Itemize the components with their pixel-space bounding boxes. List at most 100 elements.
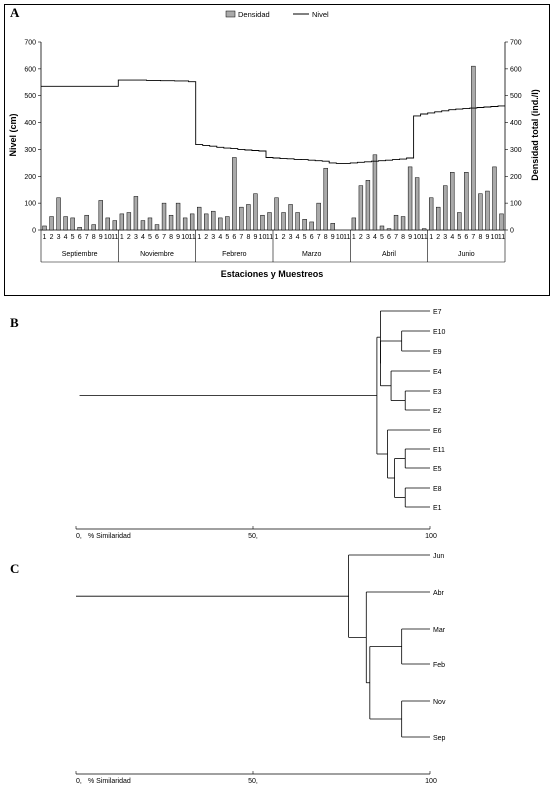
density-bar (119, 213, 125, 231)
density-bar (260, 214, 265, 231)
leaf-label: Mar (433, 627, 446, 634)
density-bar (211, 210, 216, 231)
station-tick-label: 10 (259, 234, 267, 241)
density-bar (168, 214, 174, 231)
density-bar (323, 167, 328, 231)
station-tick-label: 6 (464, 234, 468, 241)
density-bar (309, 221, 314, 231)
density-bar (379, 225, 385, 231)
density-bar (133, 196, 139, 231)
density-bar (316, 202, 321, 231)
y-tick-label-right: 500 (510, 93, 522, 100)
similarity-axis-label: % Similaridad (88, 533, 131, 540)
station-tick-label: 5 (225, 234, 229, 241)
density-bar (414, 177, 420, 231)
station-tick-label: 1 (429, 234, 433, 241)
station-tick-label: 10 (336, 234, 344, 241)
station-tick-label: 5 (148, 234, 152, 241)
station-tick-label: 3 (289, 234, 293, 241)
y-tick-label-right: 300 (510, 147, 522, 154)
station-tick-label: 5 (303, 234, 307, 241)
leaf-label: Sep (433, 735, 446, 742)
density-bar (295, 212, 300, 231)
density-bar (218, 217, 223, 231)
density-bar (204, 213, 209, 231)
station-tick-label: 1 (275, 234, 279, 241)
station-tick-label: 8 (246, 234, 250, 241)
density-bar (443, 185, 448, 231)
density-bar (239, 206, 244, 231)
dendrogram-b: E7 E10 E9 E4 E3 E2 E6 E11 E5 E8 E1 0, 50, 100 % Simila… (75, 309, 446, 540)
density-bar (302, 219, 307, 231)
density-bar (182, 217, 188, 231)
density-bar (154, 224, 160, 231)
y-tick-label-right: 100 (510, 201, 522, 208)
month-label: Marzo (302, 251, 322, 258)
y-tick-label-right: 400 (510, 120, 522, 127)
density-bar (189, 213, 195, 231)
ylabel-right: Densidad total (ind./l) (530, 89, 540, 181)
station-tick-label: 9 (485, 234, 489, 241)
density-bar (91, 224, 96, 231)
station-tick-label: 4 (373, 234, 377, 241)
density-bar (49, 216, 54, 231)
leaf-label: E6 (433, 428, 442, 435)
leaf-label: E5 (433, 466, 442, 473)
density-bar (225, 216, 230, 231)
density-bar (70, 217, 75, 231)
station-tick-label: 7 (394, 234, 398, 241)
station-tick-label: 6 (78, 234, 82, 241)
station-tick-label: 4 (141, 234, 145, 241)
density-bar (464, 172, 469, 231)
y-tick-label-left: 600 (24, 66, 36, 73)
leaf-label: E4 (433, 369, 442, 376)
density-bar (393, 214, 399, 231)
y-tick-label-right: 700 (510, 40, 522, 47)
station-tick-label: 10 (491, 234, 499, 241)
density-bar (471, 65, 476, 231)
density-bar (499, 213, 504, 231)
station-tick-label: 9 (408, 234, 412, 241)
y-tick-label-left: 400 (24, 120, 36, 127)
density-bar (267, 212, 272, 231)
density-bar (485, 190, 490, 231)
station-tick-label: 1 (43, 234, 47, 241)
month-label: Junio (458, 251, 475, 258)
density-bar (253, 193, 258, 231)
month-label: Septiembre (62, 251, 98, 258)
station-tick-label: 7 (471, 234, 475, 241)
y-tick-label-left: 200 (24, 174, 36, 181)
density-bar (457, 212, 462, 231)
station-tick-label: 4 (218, 234, 222, 241)
leaf-label: E1 (433, 505, 442, 512)
similarity-tick-label: 0, (76, 778, 82, 785)
station-tick-label: 3 (366, 234, 370, 241)
leaf-label: E9 (433, 349, 442, 356)
station-tick-label: 10 (104, 234, 112, 241)
station-tick-label: 7 (85, 234, 89, 241)
density-bar (98, 200, 103, 231)
density-bar (147, 217, 153, 231)
density-bar (105, 217, 110, 231)
station-tick-label: 4 (64, 234, 68, 241)
station-tick-label: 2 (204, 234, 208, 241)
station-tick-label: 5 (71, 234, 75, 241)
y-tick-label-right: 600 (510, 66, 522, 73)
station-tick-label: 2 (50, 234, 54, 241)
leaf-label: E2 (433, 408, 442, 415)
density-bar (274, 197, 279, 231)
ylabel-left: Nivel (cm) (8, 113, 18, 156)
station-tick-label: 6 (387, 234, 391, 241)
similarity-tick-label: 50, (248, 778, 258, 785)
density-bar (288, 204, 293, 231)
density-bar (436, 206, 441, 231)
similarity-axis-label: % Similaridad (88, 778, 131, 785)
station-tick-label: 8 (169, 234, 173, 241)
month-label: Abril (382, 251, 396, 258)
station-tick-label: 8 (92, 234, 96, 241)
density-bar (365, 180, 371, 231)
density-bar (112, 220, 118, 231)
month-label: Noviembre (140, 251, 174, 258)
panel-label-b: B (10, 315, 19, 330)
leaf-label: E7 (433, 309, 442, 316)
